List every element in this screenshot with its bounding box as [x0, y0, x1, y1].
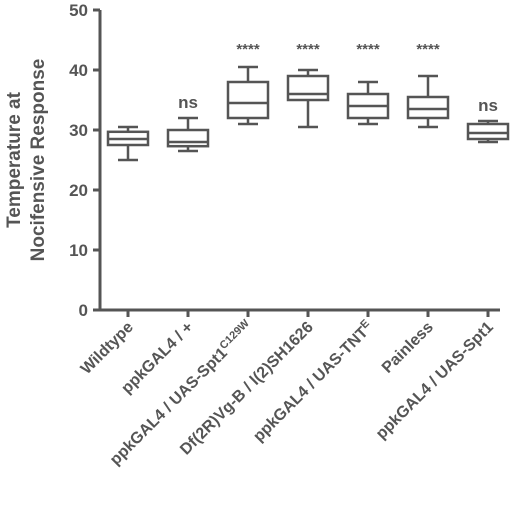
box-2 — [166, 116, 210, 153]
significance-label: **** — [356, 41, 380, 58]
x-tick-label: Painless — [379, 319, 437, 377]
x-tick-label-text: ppkGAL4 / UAS-Spt1 — [107, 345, 231, 469]
box-7 — [466, 119, 510, 144]
x-tick-label-superscript: C129W — [217, 317, 252, 352]
box-4 — [286, 68, 330, 129]
axes — [98, 10, 500, 317]
y-axis-label-line: Nocifensive Response — [28, 59, 49, 262]
significance-label: **** — [296, 41, 320, 58]
x-tick-label-text: Painless — [379, 319, 437, 377]
y-axis-label: Temperature at Nocifensive Response — [4, 59, 49, 262]
y-tick-label: 50 — [69, 1, 88, 20]
iqr-box — [466, 122, 510, 141]
box-5 — [346, 80, 390, 126]
y-tick-label: 40 — [69, 61, 88, 80]
box-6 — [406, 74, 450, 129]
significance-label: **** — [416, 41, 440, 58]
y-ticks: 0 10 20 30 40 50 — [69, 1, 100, 320]
y-tick-label: 20 — [69, 181, 88, 200]
significance-label: ns — [478, 96, 498, 115]
x-tick-label-text: ppkGAL4 / UAS-TNT — [250, 324, 372, 446]
x-tick-label: ppkGAL4 / UAS-TNTE — [249, 317, 377, 445]
y-tick-label: 0 — [79, 301, 88, 320]
boxes — [106, 65, 510, 162]
x-tick-label: ppkGAL4 / UAS-Spt1 — [373, 319, 497, 443]
y-tick-label: 30 — [69, 121, 88, 140]
iqr-box — [406, 95, 450, 120]
x-tick-label-text: Wildtype — [78, 319, 137, 378]
significance-label: ns — [178, 93, 198, 112]
y-tick-label: 10 — [69, 241, 88, 260]
y-axis-label-line: Temperature at — [4, 91, 25, 228]
iqr-box — [226, 80, 270, 120]
iqr-box — [166, 128, 210, 148]
significance-annotations: ns **** **** **** **** ns — [178, 41, 498, 115]
x-tick-label-text: ppkGAL4 / UAS-Spt1 — [373, 319, 497, 443]
iqr-box — [286, 74, 330, 102]
x-tick-label: Wildtype — [78, 319, 137, 378]
box-3 — [226, 65, 270, 126]
box-1 — [106, 125, 150, 162]
significance-label: **** — [236, 41, 260, 58]
